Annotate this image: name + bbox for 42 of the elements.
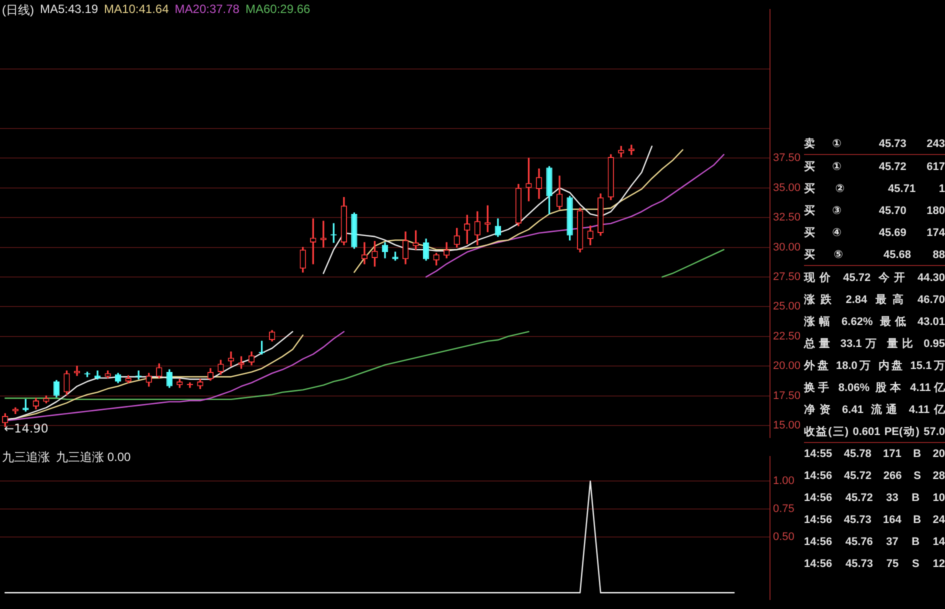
y-tick-label: 27.50: [773, 271, 801, 284]
text: 涨跌 2.84 最高 46.70: [804, 292, 945, 306]
text: 外盘 18.0万 内盘 15.1万: [804, 358, 945, 372]
y-tick-label: 0.50: [773, 530, 794, 543]
text: 买④ 45.69 174: [804, 226, 945, 240]
text: 14:56 45.76 37 B 14: [804, 536, 945, 548]
y-tick-label: 20.00: [773, 360, 801, 372]
text: 净资 6.41 流通 4.11亿: [804, 402, 945, 416]
text: 14:56 45.72 266 S 28: [804, 470, 945, 482]
y-tick-label: 32.50: [773, 212, 801, 224]
y-tick-label: 37.50: [773, 152, 801, 164]
y-tick-label: 22.50: [773, 330, 801, 342]
y-tick-label: 15.00: [773, 420, 801, 432]
y-tick-label: 1.00: [773, 475, 794, 488]
text: 买① 45.72 617: [804, 160, 945, 174]
text: 现价 45.72 今开 44.30: [804, 270, 945, 284]
text: 卖① 45.73 243: [804, 136, 945, 150]
text: 14:56 45.73 75 S 12: [804, 558, 945, 570]
text: 收益(三) 0.601 PE(动) 57.0: [804, 424, 945, 438]
y-tick-label: 17.50: [773, 390, 801, 402]
text: 买③ 45.70 180: [804, 204, 945, 218]
y-tick-label: 0.75: [773, 503, 794, 516]
text: 14:56 45.73 164 B 24: [804, 514, 945, 526]
text: MA20:37.78: [174, 2, 240, 18]
chart-title: 九三追涨: [2, 449, 50, 466]
text: 买⑤ 45.68 88: [804, 248, 945, 262]
y-tick-label: 25.00: [773, 300, 801, 313]
text: 买② 45.71 1: [804, 182, 945, 196]
text: MA10:41.64: [104, 2, 169, 18]
text: 涨幅 6.62% 最低 43.01: [804, 314, 945, 328]
chart-title: (日线): [2, 2, 34, 19]
text: 总量 33.1万 量比 0.95: [804, 336, 945, 350]
y-tick-label: 35.00: [773, 182, 801, 194]
candlestick: [228, 352, 234, 366]
annotation: ←14.90: [4, 422, 48, 436]
text: 九三追涨 0.00: [56, 449, 131, 466]
y-tick-label: 30.00: [773, 241, 801, 254]
text: 14:56 45.72 33 B 10: [804, 492, 945, 504]
text: MA60:29.66: [245, 2, 310, 18]
text: 14:55 45.78 171 B 20: [804, 448, 945, 460]
text: 换手 8.06% 股本 4.11亿: [804, 380, 945, 394]
text: MA5:43.19: [40, 2, 98, 18]
